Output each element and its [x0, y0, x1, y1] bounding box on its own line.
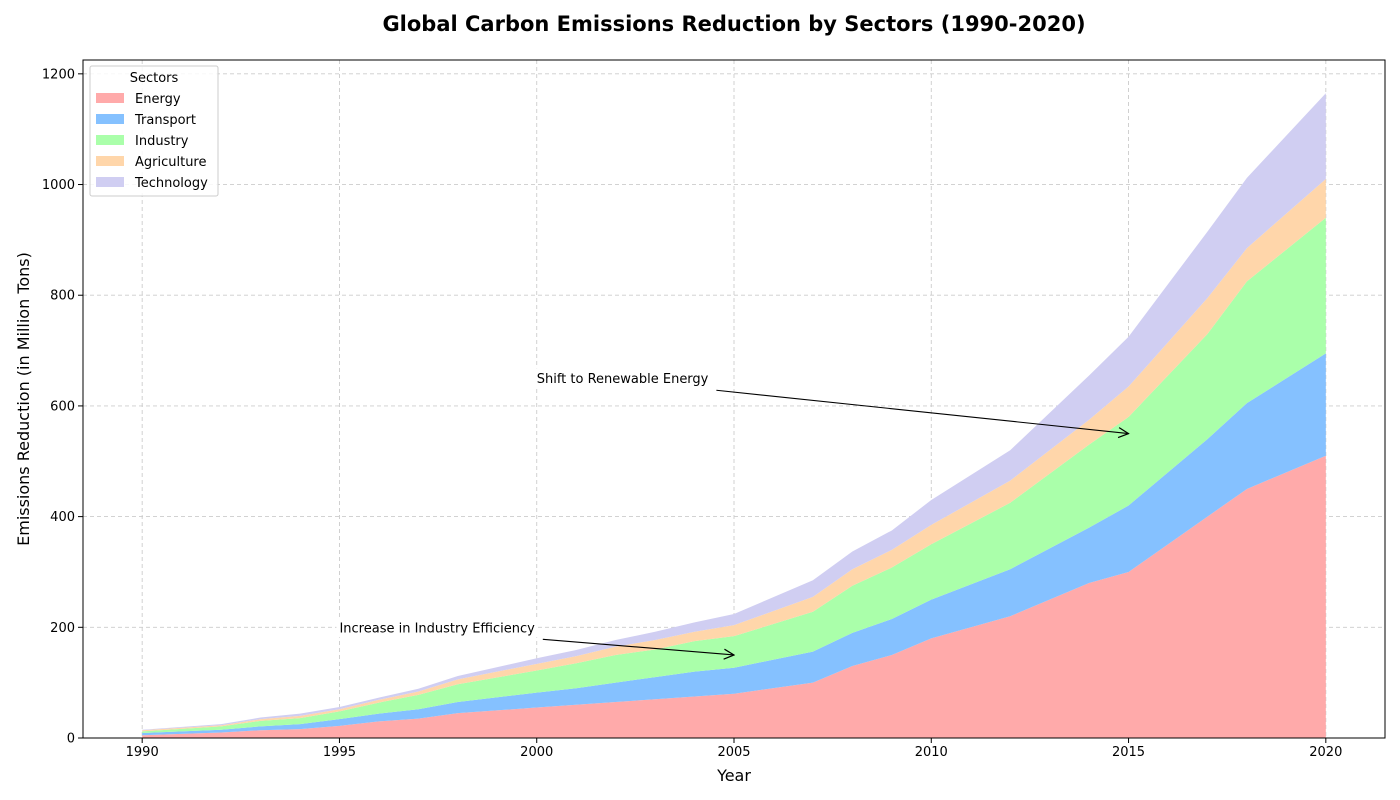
annotation-label-background: [533, 368, 712, 389]
y-tick-label: 800: [50, 289, 75, 304]
y-axis: 0 200 400 600 800 1000 1200: [42, 67, 83, 747]
x-tick-label: 2000: [520, 745, 553, 760]
x-tick-label: 2005: [717, 745, 750, 760]
x-tick-label: 2010: [915, 745, 948, 760]
legend-label-industry: Industry: [135, 134, 189, 149]
annotation-arrow: [716, 389, 1128, 433]
legend-swatch-agriculture: [96, 156, 124, 166]
legend-swatch-technology: [96, 177, 124, 187]
y-tick-label: 200: [50, 621, 75, 636]
area-technology: [142, 93, 1326, 731]
x-axis-label: Year: [716, 766, 751, 785]
area-transport: [142, 353, 1326, 736]
area-series-group: [142, 93, 1326, 738]
legend-label-transport: Transport: [134, 113, 196, 128]
legend-swatch-energy: [96, 93, 124, 103]
area-energy: [142, 455, 1326, 738]
y-tick-label: 600: [50, 399, 75, 414]
x-tick-label: 1995: [323, 745, 356, 760]
annotation-arrow: [542, 638, 734, 655]
legend-label-agriculture: Agriculture: [135, 155, 207, 170]
chart-title: Global Carbon Emissions Reduction by Sec…: [382, 12, 1085, 36]
annotation-label-background: [336, 617, 538, 638]
y-tick-label: 0: [67, 732, 75, 747]
legend-swatch-transport: [96, 114, 124, 124]
legend-swatch-industry: [96, 135, 124, 145]
y-axis-label: Emissions Reduction (in Million Tons): [14, 252, 33, 546]
legend: Sectors Energy Transport Industry Agricultu…: [89, 65, 219, 197]
x-axis: 1990 1995 2000 2005 2010 2015 2020: [126, 738, 1342, 760]
area-industry: [142, 217, 1326, 734]
legend-title: Sectors: [130, 71, 179, 86]
legend-label-energy: Energy: [135, 92, 181, 107]
annotation-label: Increase in Industry Efficiency: [339, 621, 535, 636]
x-tick-label: 2015: [1112, 745, 1145, 760]
legend-label-technology: Technology: [134, 176, 208, 191]
y-tick-label: 1200: [42, 67, 75, 82]
annotation-label: Shift to Renewable Energy: [537, 372, 709, 387]
y-tick-label: 1000: [42, 178, 75, 193]
annotation-group: Shift to Renewable Energy Increase in Ind…: [336, 368, 1128, 655]
x-tick-label: 2020: [1309, 745, 1342, 760]
x-tick-label: 1990: [126, 745, 159, 760]
y-tick-label: 400: [50, 510, 75, 525]
